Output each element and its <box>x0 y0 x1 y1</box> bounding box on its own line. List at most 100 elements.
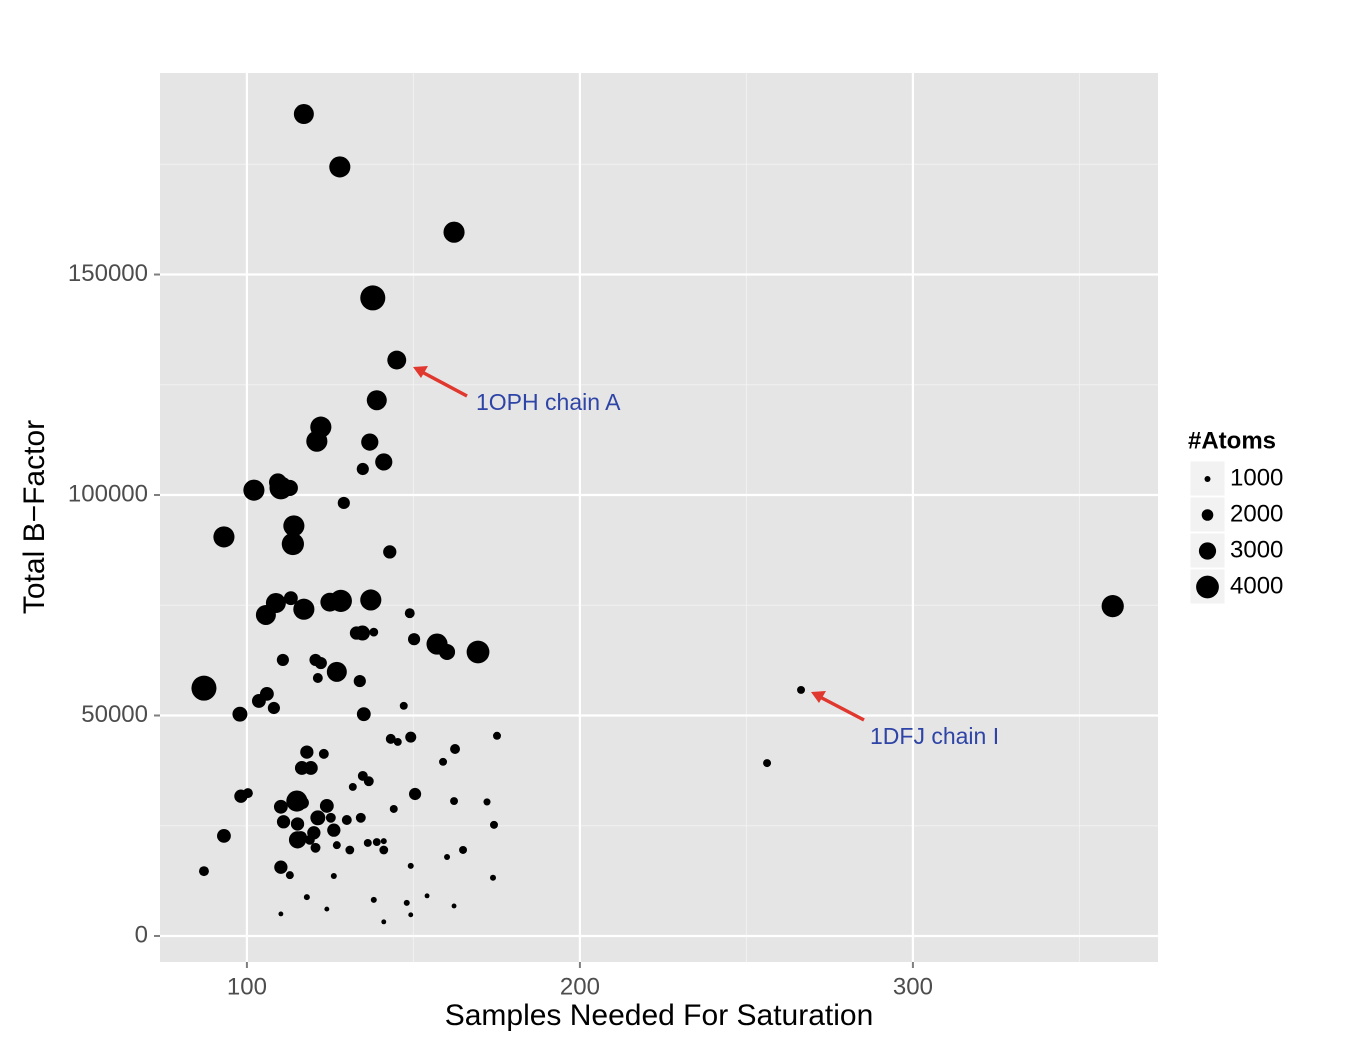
point <box>439 757 448 766</box>
point <box>379 845 389 855</box>
point <box>466 640 490 664</box>
point <box>325 812 336 823</box>
point <box>306 430 328 452</box>
point <box>242 788 253 799</box>
arrow <box>421 370 468 398</box>
point <box>361 433 379 451</box>
point <box>489 874 496 881</box>
point <box>348 782 357 791</box>
point <box>276 815 291 829</box>
point <box>369 627 379 637</box>
point <box>281 532 304 556</box>
point <box>243 479 265 501</box>
point <box>293 104 314 125</box>
point <box>483 798 491 806</box>
point <box>493 731 501 740</box>
point <box>314 656 327 670</box>
point <box>213 526 235 548</box>
point <box>285 871 294 880</box>
legend-symbol <box>1196 575 1219 599</box>
arrow-head <box>413 366 428 378</box>
point <box>375 453 393 471</box>
point <box>283 515 305 537</box>
point <box>380 838 387 845</box>
point <box>408 912 414 918</box>
panel <box>160 73 1158 962</box>
point <box>366 390 387 411</box>
point <box>450 797 459 806</box>
point <box>327 823 341 837</box>
point <box>424 893 430 899</box>
annotation: 1DFJ chain I <box>870 723 999 749</box>
point <box>300 745 314 759</box>
point <box>408 787 422 801</box>
arrow-head <box>811 691 826 703</box>
point <box>330 873 337 880</box>
point <box>451 903 457 909</box>
point <box>387 350 407 370</box>
y-tick-label: 150000 <box>68 260 148 287</box>
x-tick-label: 200 <box>560 973 600 1000</box>
point <box>332 841 341 850</box>
point <box>310 810 326 826</box>
point <box>296 796 309 809</box>
point <box>763 759 772 768</box>
point <box>329 156 351 178</box>
point <box>407 633 421 646</box>
point <box>360 285 386 311</box>
point <box>450 744 460 754</box>
point <box>393 737 402 746</box>
arrow <box>819 695 865 722</box>
point <box>459 846 468 854</box>
point <box>290 817 305 831</box>
legend-symbol <box>1198 542 1217 560</box>
legend: 1000 2000 3000 4000 <box>1189 460 1283 605</box>
point <box>303 894 310 901</box>
point <box>283 591 298 606</box>
grid <box>160 73 1158 962</box>
point <box>444 854 451 861</box>
point <box>385 733 396 744</box>
point <box>191 675 217 701</box>
point <box>318 748 329 759</box>
x-tick-label: 300 <box>893 973 933 1000</box>
point <box>273 799 288 814</box>
legend-label: 3000 <box>1230 536 1283 563</box>
annotation: 1OPH chain A <box>476 389 621 415</box>
point <box>389 805 398 813</box>
point <box>360 589 382 611</box>
point <box>405 731 417 743</box>
y-tick-label: 100000 <box>68 480 148 507</box>
point <box>267 701 280 715</box>
point <box>274 860 288 874</box>
point <box>443 221 465 243</box>
point <box>324 906 330 912</box>
point <box>345 845 355 855</box>
legend-symbol <box>1201 509 1214 521</box>
point <box>403 899 410 906</box>
y-tick-label: 0 <box>135 921 148 948</box>
points <box>191 104 1124 925</box>
point <box>370 896 377 903</box>
x-tick-label: 100 <box>227 973 267 1000</box>
point <box>312 673 323 683</box>
point <box>407 862 414 869</box>
point <box>439 643 456 661</box>
point <box>310 842 321 853</box>
point <box>356 707 371 722</box>
point <box>363 838 372 847</box>
point <box>281 479 298 496</box>
point <box>198 866 209 877</box>
point <box>326 661 347 682</box>
legend-label: 1000 <box>1230 464 1283 491</box>
y-tick-label: 50000 <box>81 701 148 728</box>
point <box>255 604 276 625</box>
legend-label: 4000 <box>1230 572 1283 599</box>
point <box>353 675 366 688</box>
point <box>251 694 266 708</box>
point <box>399 701 408 710</box>
point <box>232 706 248 722</box>
point <box>276 653 289 667</box>
point <box>304 834 315 845</box>
